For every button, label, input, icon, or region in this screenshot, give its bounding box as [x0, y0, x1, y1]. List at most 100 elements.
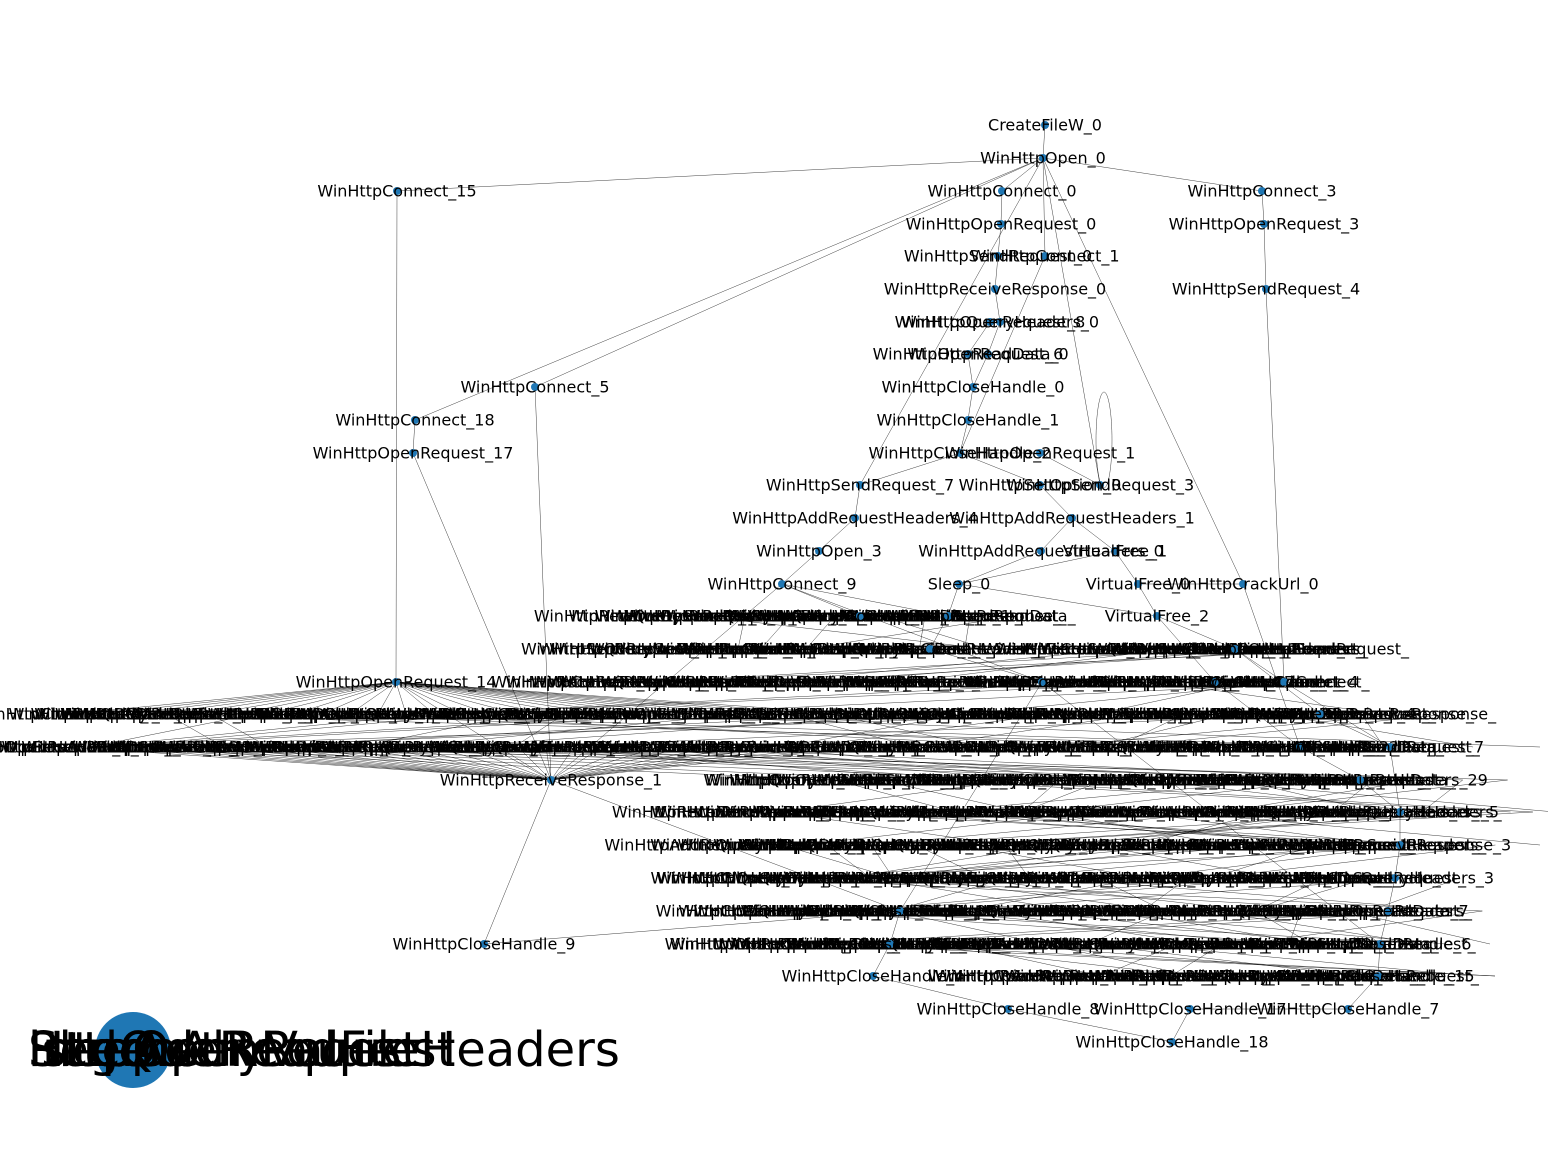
overlapping-node-label: WinHttpSendRequest_	[665, 673, 844, 693]
overlapping-node-label: WinHttpConnect_	[1227, 640, 1367, 660]
graph-node	[944, 612, 952, 620]
overlapping-node-label: WinHttpOpenRequest_	[1015, 902, 1197, 922]
fan-edge	[550, 746, 771, 781]
overlapping-node-label: WinHttpReceiveResponse_	[1011, 803, 1224, 823]
overlapping-node-label: WinHttpQueryHeaders_	[1170, 902, 1359, 922]
overlapping-node-label: WinHttpQueryHeaders_	[788, 640, 977, 660]
overlapping-node-label: WinHttpConnect_	[72, 738, 212, 758]
node-label: WinHttpConnect_26	[962, 673, 1121, 693]
overlapping-node-label: WinHttpOpenRequest_	[1060, 902, 1242, 922]
graph-edge	[1242, 583, 1301, 748]
overlapping-node-label: WinHttpCloseHandle_	[747, 738, 921, 758]
overlapping-node-label: WinHttpOpenRequest_	[1298, 967, 1480, 987]
graph-node	[1186, 1005, 1194, 1013]
overlapping-node-label: WinHttpQueryHeaders_	[1041, 640, 1230, 660]
graph-edge	[412, 452, 552, 781]
graph-edge	[1042, 157, 1244, 585]
cluster-edge	[1044, 811, 1228, 846]
overlapping-node-label: WinHttpQueryHeaders_	[784, 738, 973, 758]
graph-node	[994, 252, 1002, 260]
overlapping-node-label: WinHttpReceiveResponse_	[624, 607, 837, 627]
overlapping-node-label: WinHttpOpenRequest_	[207, 738, 389, 758]
cluster-edge	[830, 713, 983, 748]
fan-edge	[405, 746, 552, 781]
node-label: WinHttpAddRequestHeaders_1	[949, 509, 1195, 529]
overlapping-node-label: WinHttpReceiveResponse_	[670, 673, 883, 693]
cluster-edge	[1138, 811, 1267, 846]
overlapping-node-label: WinHttpSendRequest_	[1146, 705, 1325, 725]
fan-edge	[395, 681, 799, 715]
graph-edge	[972, 353, 989, 388]
overlapping-node-label: WinHttpSendRequest_	[888, 607, 1067, 627]
overlapping-node-label: WinHttpCloseHandle_	[1268, 869, 1442, 889]
overlapping-node-label: WinHttpReceiveResponse_	[682, 738, 895, 758]
graph-node	[1004, 1005, 1012, 1013]
overlapping-node-label: WinHttpAddRequestHeaders_	[732, 935, 968, 955]
overlapping-node-label: WinHttpSendRequest_	[703, 705, 882, 725]
node-label: WinHttpCloseHandle_17	[1093, 1000, 1286, 1020]
graph-node	[393, 187, 401, 195]
graph-edge	[967, 386, 974, 421]
graph-edge	[929, 615, 949, 650]
graph-edge	[958, 550, 1042, 585]
overlapping-node-label: WinHttpOpenRequest_	[1234, 836, 1416, 856]
cluster-edge	[1332, 779, 1374, 813]
overlapping-node-label: WinHttpQueryHeaders_	[831, 705, 1020, 725]
overlapping-node-label: WinHttpSendRequest_	[1257, 738, 1436, 758]
graph-edge	[947, 583, 960, 617]
overlapping-node-label: WinHttpReceiveResponse_	[660, 738, 873, 758]
overlapping-node-label: WinHttpCloseHandle_	[1118, 640, 1292, 660]
node-label: WinHttpConnect_5	[460, 378, 609, 398]
graph-edge	[1214, 681, 1301, 748]
node-label: WinHttpOpen_1	[885, 607, 1011, 627]
graph-edge	[1394, 844, 1401, 879]
node-label: WinHttpCloseHandle_7	[1257, 1000, 1440, 1020]
overlapping-node-label: WinHttpSendRequest_	[1124, 705, 1303, 725]
graph-node	[1396, 808, 1404, 816]
cluster-edge	[892, 910, 1044, 945]
overlapping-node-label: WinHttpOpenRequest_	[1255, 705, 1437, 725]
cluster-edge	[871, 811, 1223, 846]
cluster-edge	[847, 877, 1234, 912]
cluster-edge	[847, 844, 1050, 879]
node-label: WinHttpOpenRequest_8	[895, 313, 1086, 333]
overlapping-node-label: WinHttpConnect_	[942, 738, 1082, 758]
overlapping-node-label: WinHttpSendRequest_	[678, 836, 857, 856]
cluster-edge	[1170, 943, 1223, 977]
overlapping-node-label: WinHttpQueryHeaders_	[300, 705, 489, 725]
graph-node	[926, 645, 934, 653]
overlapping-node-label: WinHttpConnect_	[506, 673, 646, 693]
overlapping-node-label: WinHttpCloseHandle_	[801, 607, 975, 627]
cluster-edge	[769, 648, 1126, 683]
node-label: WinHttpOpenRequest_17	[313, 444, 514, 464]
node-label: WinHttpSendRequest_4	[1172, 280, 1360, 300]
fan-edge	[550, 746, 743, 781]
graph-node	[1344, 1005, 1352, 1013]
overlapping-node-label: WinHttpSendRequest_	[776, 771, 955, 791]
cluster-edge	[89, 746, 836, 781]
fan-edge	[395, 681, 855, 715]
graph-node	[1068, 514, 1076, 522]
overlapping-node-label: WinHttpAddRequestHeaders_	[1146, 869, 1382, 889]
overlapping-node-label: WinHttpOpenRequest_	[163, 738, 345, 758]
overlapping-node-label: WinHttpAddRequestHeaders_	[1222, 803, 1458, 823]
overlapping-node-label: WinHttpSendRequest_	[748, 640, 927, 660]
cluster-edge	[313, 746, 1239, 781]
cluster-edge	[669, 746, 1396, 781]
overlapping-node-label: WinHttpReceiveResponse_	[1217, 705, 1430, 725]
overlapping-node-label: WinHttpReceiveResponse_	[1135, 902, 1348, 922]
overlapping-node-label: WinHttpSendRequest_	[873, 803, 1052, 823]
overlapping-node-label: WinHttpAddRequestHeaders_	[1133, 640, 1369, 660]
fan-edge	[181, 681, 397, 715]
node-label: WinHttpAddRequestHeaders_29	[1232, 771, 1488, 791]
overlapping-node-label: WinHttpReadData_	[936, 836, 1088, 856]
overlapping-node-label: WinHttpConnect_	[869, 935, 1009, 955]
overlapping-node-label: WinHttpAddRequestHeaders_	[1091, 673, 1327, 693]
overlapping-node-label: WinHttpAddRequestHeaders_	[55, 705, 291, 725]
overlapping-node-label: WinHttpAddRequestHeaders_	[800, 803, 1036, 823]
overlapping-node-label: WinHttpQueryHeaders_	[694, 869, 883, 889]
overlapping-node-label: WinHttpQueryHeaders_	[1197, 771, 1386, 791]
overlapping-node-label: WinHttpQueryHeaders_	[940, 836, 1129, 856]
legend-node-label: Sleep	[28, 1022, 161, 1078]
